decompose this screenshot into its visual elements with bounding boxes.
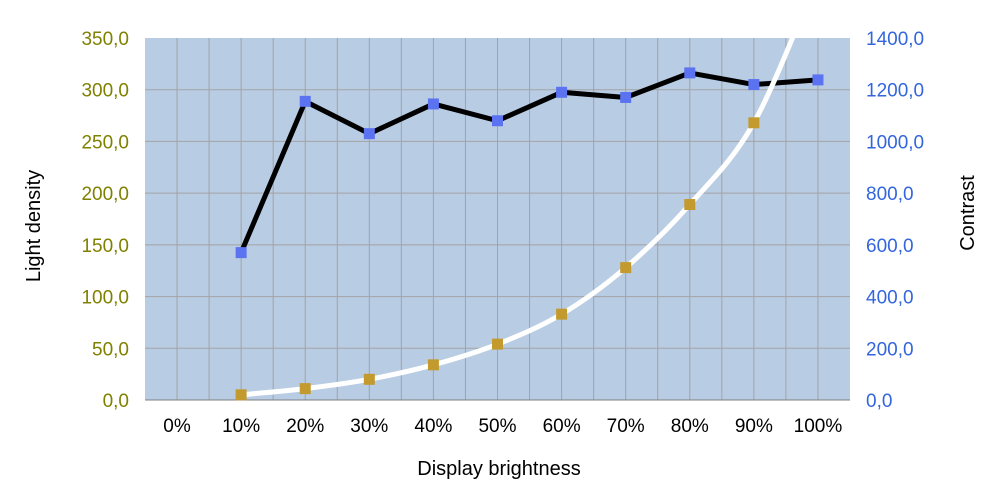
- left-tick-label: 350,0: [81, 29, 129, 50]
- right-tick-label: 1400,0: [866, 29, 924, 50]
- data-point-marker: [620, 91, 632, 103]
- series-1: [238, 70, 819, 254]
- left-tick-label: 100,0: [81, 288, 129, 309]
- data-point-marker: [684, 67, 696, 79]
- left-tick-label: 50,0: [92, 339, 129, 360]
- x-tick-label: 20%: [286, 416, 324, 437]
- right-axis-title: Contrast: [957, 175, 979, 251]
- data-point-marker: [812, 74, 824, 86]
- x-tick-label: 10%: [222, 416, 260, 437]
- x-tick-label: 30%: [350, 416, 388, 437]
- data-point-marker: [299, 383, 311, 395]
- data-point-marker: [620, 262, 632, 274]
- x-tick-label: 100%: [794, 416, 843, 437]
- x-tick-label: 70%: [607, 416, 645, 437]
- x-tick-label: 0%: [163, 416, 191, 437]
- data-point-marker: [492, 338, 503, 350]
- left-axis-ticks: 0,0 50,0 100,0 150,0 200,0 250,0 300,0 350,0: [81, 29, 129, 412]
- x-axis-ticks: 0% 10% 20% 30% 40% 50% 60% 70% 80% 90% 100%: [163, 416, 842, 437]
- data-point-marker: [363, 128, 375, 140]
- data-point-marker: [684, 199, 696, 211]
- x-tick-label: 50%: [478, 416, 516, 437]
- x-axis-title: Display brightness: [417, 458, 580, 480]
- left-tick-label: 250,0: [81, 132, 129, 153]
- data-point-marker: [492, 115, 503, 127]
- right-tick-label: 0,0: [866, 391, 892, 412]
- left-axis-title: Light density: [23, 170, 45, 282]
- data-point-marker: [235, 247, 247, 259]
- data-point-marker: [363, 373, 375, 385]
- series-group: [235, 38, 824, 401]
- data-point-marker: [427, 359, 439, 371]
- right-tick-label: 200,0: [866, 339, 914, 360]
- right-axis-ticks: 0,0 200,0 400,0 600,0 800,0 1000,0 1200,0 1400,…: [866, 29, 924, 412]
- series-line: [238, 70, 819, 254]
- data-point-marker: [748, 117, 760, 129]
- data-point-marker: [748, 79, 760, 91]
- data-point-marker: [235, 389, 247, 401]
- x-tick-label: 80%: [671, 416, 709, 437]
- data-point-marker: [556, 308, 568, 320]
- right-tick-label: 800,0: [866, 184, 914, 205]
- left-tick-label: 150,0: [81, 236, 129, 257]
- x-tick-label: 90%: [735, 416, 773, 437]
- left-tick-label: 200,0: [81, 184, 129, 205]
- right-tick-label: 400,0: [866, 288, 914, 309]
- left-tick-label: 0,0: [103, 391, 129, 412]
- series-line: [240, 38, 796, 398]
- data-point-marker: [556, 86, 568, 98]
- x-tick-label: 40%: [414, 416, 452, 437]
- right-tick-label: 1000,0: [866, 132, 924, 153]
- data-point-marker: [299, 95, 311, 107]
- series-2: [240, 38, 796, 398]
- right-tick-label: 1200,0: [866, 81, 924, 102]
- data-point-marker: [427, 98, 439, 110]
- x-tick-label: 60%: [543, 416, 581, 437]
- left-tick-label: 300,0: [81, 81, 129, 102]
- right-tick-label: 600,0: [866, 236, 914, 257]
